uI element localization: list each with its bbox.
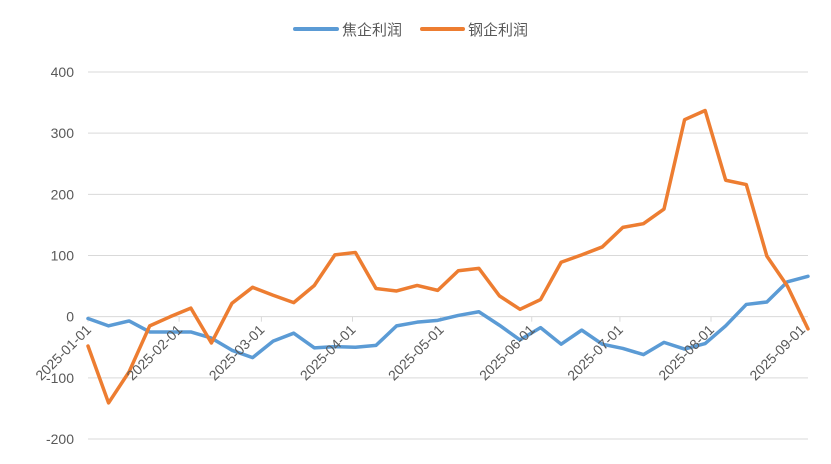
- x-tick-label: 2025-08-01: [655, 321, 717, 383]
- x-tick-label: 2025-04-01: [297, 321, 359, 383]
- y-tick-label: 400: [51, 64, 75, 80]
- legend-label-series-1: 焦企利润: [342, 21, 402, 39]
- y-tick-label: 200: [51, 186, 75, 202]
- series-line-2: [86, 108, 810, 405]
- y-tick-label: -100: [46, 370, 74, 386]
- gridlines: [87, 71, 808, 440]
- y-tick-label: 0: [66, 309, 74, 325]
- y-tick-label: 300: [51, 125, 75, 141]
- legend-label-series-2: 钢企利润: [468, 21, 528, 39]
- legend: 焦企利润 钢企利润: [293, 21, 528, 39]
- y-axis-tick-labels: -200 -100 0 100 200 300 400: [46, 64, 74, 447]
- series-lines: [86, 108, 810, 405]
- x-tick-label: 2025-07-01: [564, 321, 626, 383]
- y-tick-label: 100: [51, 248, 75, 264]
- x-tick-label: 2025-05-01: [385, 321, 447, 383]
- y-tick-label: -200: [46, 431, 74, 447]
- x-tick-label: 2025-09-01: [746, 321, 808, 383]
